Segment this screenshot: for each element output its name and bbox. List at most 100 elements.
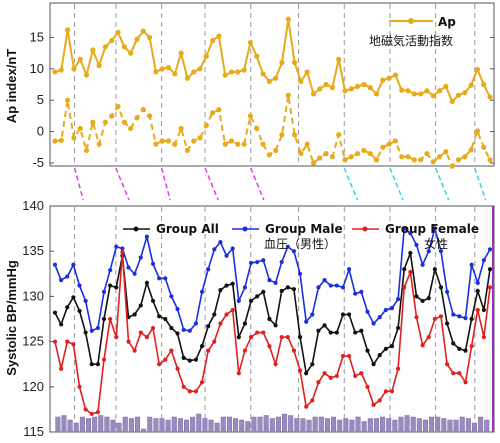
ap-dashed-point xyxy=(285,92,291,98)
bp-point-male xyxy=(383,307,388,313)
bp-point-all xyxy=(304,371,309,376)
bp-point-all xyxy=(59,322,64,327)
bp-bar xyxy=(257,416,263,433)
ap-dashed-point xyxy=(83,147,90,154)
bp-bar xyxy=(128,418,134,433)
ap-point xyxy=(71,66,77,72)
bp-bar xyxy=(392,419,398,433)
bp-point-all xyxy=(169,325,174,331)
bp-point-male xyxy=(267,278,272,283)
bp-point-male xyxy=(71,262,76,267)
bp-point-male xyxy=(193,321,199,326)
ap-point xyxy=(443,83,449,89)
bp-point-male xyxy=(273,280,278,285)
bp-point-male xyxy=(169,294,174,299)
bp-point-female xyxy=(426,334,431,340)
ap-point xyxy=(247,39,254,46)
bp-point-female xyxy=(224,312,229,317)
bp-bar xyxy=(208,419,214,433)
bp-point-female xyxy=(389,389,395,394)
bp-point-male xyxy=(297,271,303,276)
legend-all-marker xyxy=(133,226,139,232)
ap-point xyxy=(228,69,235,75)
ap-point xyxy=(96,63,102,69)
bp-point-male xyxy=(451,312,456,317)
bp-point-male xyxy=(438,249,444,254)
bp-point-male xyxy=(108,268,113,273)
bp-point-male xyxy=(420,262,425,267)
bp-point-female xyxy=(463,380,468,385)
bp-point-female xyxy=(457,371,462,376)
ap-y-tick-label: 15 xyxy=(30,29,44,44)
ap-point xyxy=(165,64,172,71)
panel-connector xyxy=(204,167,219,201)
ap-dashed-point xyxy=(172,141,178,147)
bp-point-female xyxy=(71,342,76,347)
ap-dashed-point xyxy=(228,138,235,144)
bp-bar xyxy=(373,418,379,433)
bp-point-all xyxy=(469,316,474,322)
bp-bar xyxy=(306,419,312,433)
ap-dashed-point xyxy=(481,144,487,150)
bp-point-male xyxy=(126,265,131,270)
bp-bar xyxy=(177,418,183,433)
ap-point xyxy=(266,78,272,84)
ap-dashed-point xyxy=(367,150,373,157)
bp-point-male xyxy=(285,244,290,249)
bp-point-female xyxy=(377,398,382,403)
bp-point-all xyxy=(383,346,388,351)
ap-legend-sublabel: 地磁気活動指数 xyxy=(369,33,453,48)
bp-bar xyxy=(92,416,98,433)
bp-point-all xyxy=(212,312,217,317)
bp-bar xyxy=(380,416,386,433)
bp-point-all xyxy=(365,348,370,353)
bp-bar xyxy=(459,416,465,433)
bp-point-male xyxy=(291,249,297,254)
ap-point xyxy=(291,59,298,66)
ap-dashed-point xyxy=(90,119,96,125)
bp-bar xyxy=(196,413,202,433)
bp-bar xyxy=(61,415,67,433)
bp-point-male xyxy=(120,246,125,251)
ap-point xyxy=(191,69,197,75)
bp-point-all xyxy=(389,344,395,349)
ap-dashed-point xyxy=(146,113,153,119)
bp-point-male xyxy=(426,249,431,254)
bp-bar xyxy=(349,419,355,433)
bp-point-female xyxy=(206,348,211,353)
ap-dashed-point xyxy=(128,125,134,132)
bp-legend: Group All Group Male Group Female 血圧（男性）… xyxy=(123,222,479,251)
bp-point-female xyxy=(481,334,486,340)
ap-dashed-point xyxy=(487,157,493,163)
panel-connector xyxy=(434,167,450,201)
bp-point-all xyxy=(83,330,88,335)
bp-point-all xyxy=(420,298,425,304)
ap-point xyxy=(184,75,190,81)
ap-point xyxy=(273,75,279,81)
bp-point-female xyxy=(310,398,315,403)
ap-point xyxy=(336,56,342,62)
bp-point-female xyxy=(101,357,107,362)
bp-point-female xyxy=(193,389,199,394)
bp-point-all xyxy=(408,250,413,256)
bp-point-male xyxy=(261,258,266,263)
ap-point xyxy=(77,56,83,62)
ap-dashed-point xyxy=(134,115,140,121)
bp-bar xyxy=(429,416,435,433)
legend-female-note: 女性 xyxy=(424,236,448,251)
bp-bar xyxy=(116,422,122,433)
bp-bar xyxy=(355,416,361,433)
bp-point-female xyxy=(273,362,278,367)
bp-bar xyxy=(214,422,220,433)
ap-point xyxy=(399,87,405,93)
bp-bar xyxy=(110,419,116,433)
ap-y-ticks: -5 0 5 10 15 xyxy=(30,29,494,170)
ap-point xyxy=(109,37,115,44)
bp-point-male xyxy=(138,255,143,260)
bp-point-female xyxy=(83,407,88,412)
ap-point xyxy=(235,69,241,75)
ap-dashed-point xyxy=(153,141,159,147)
ap-dashed-point xyxy=(191,138,197,144)
ap-dashed-point xyxy=(474,128,480,134)
